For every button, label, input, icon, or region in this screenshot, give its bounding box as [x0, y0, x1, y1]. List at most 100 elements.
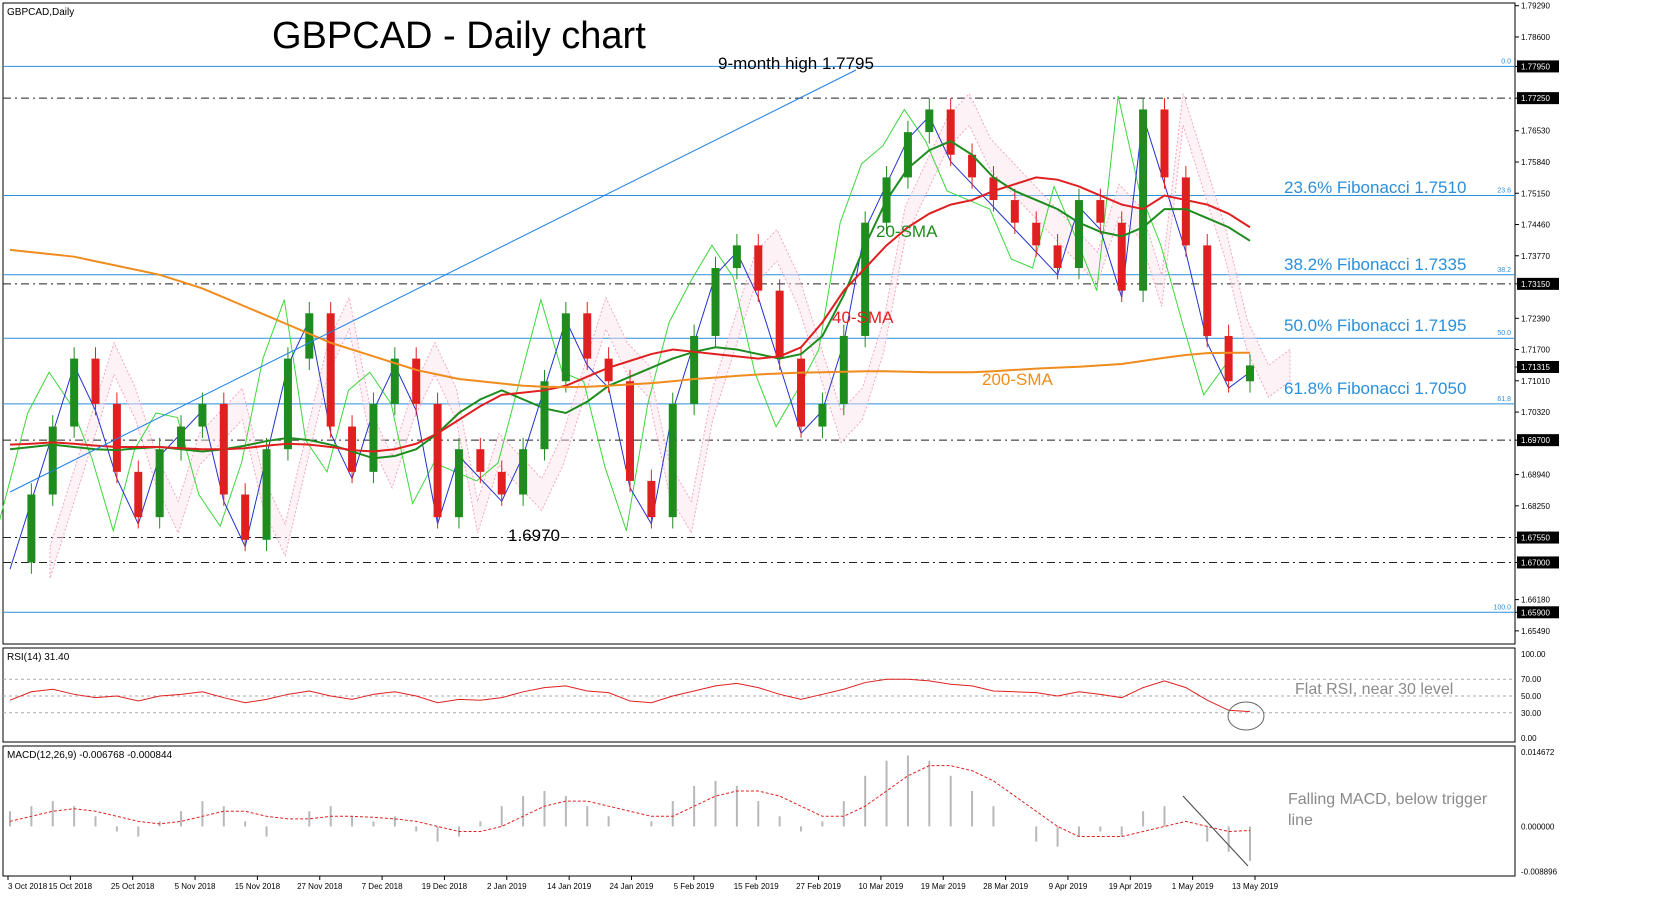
- candle-body: [134, 471, 143, 518]
- candle-body: [1224, 335, 1233, 382]
- candle-body: [177, 426, 186, 450]
- price-tick-label: 1.71315: [1521, 363, 1550, 372]
- x-tick-label: 2 Jan 2019: [487, 882, 527, 891]
- candle-body: [818, 403, 827, 427]
- rsi-tick-label: 100.00: [1521, 650, 1546, 659]
- fib-382-label: 38.2% Fibonacci 1.7335: [1284, 255, 1466, 274]
- candle-body: [968, 154, 977, 178]
- x-tick-label: 24 Jan 2019: [609, 882, 654, 891]
- x-tick-label: 5 Feb 2019: [674, 882, 715, 891]
- candle-body: [454, 449, 463, 518]
- x-tick-label: 25 Oct 2018: [111, 882, 155, 891]
- x-tick-label: 19 Apr 2019: [1109, 882, 1153, 891]
- x-tick-label: 5 Nov 2018: [175, 882, 216, 891]
- candle-body: [198, 403, 207, 427]
- indicator-lines: [9, 140, 1251, 460]
- price-axis: 1.79290 1.78600 1.77950 1.77250 1.76530 1.758…: [1515, 2, 1559, 636]
- x-tick-label: 19 Mar 2019: [921, 882, 966, 891]
- candle-body: [497, 471, 506, 495]
- rsi-note: Flat RSI, near 30 level: [1295, 681, 1453, 698]
- candle-body: [519, 449, 528, 495]
- sma40-label: 40-SMA: [832, 308, 894, 327]
- lagging-span: [0, 95, 1226, 533]
- price-tick-label: 1.75840: [1521, 158, 1550, 167]
- x-tick-label: 14 Jan 2019: [547, 882, 592, 891]
- sma20-label: 20-SMA: [876, 222, 938, 241]
- series-line-200-sma: [9, 248, 1250, 389]
- candle-body: [412, 358, 421, 404]
- rsi-tick-label: 0.00: [1521, 734, 1537, 743]
- price-tick-label: 1.68250: [1521, 502, 1550, 511]
- price-label-highlight: [1517, 531, 1559, 544]
- macd-tick-label: 0.000000: [1521, 822, 1555, 831]
- x-tick-label: 15 Feb 2019: [734, 882, 779, 891]
- x-tick-label: 27 Nov 2018: [297, 882, 343, 891]
- candle-body: [604, 358, 613, 382]
- x-tick-label: 27 Feb 2019: [796, 882, 841, 891]
- price-tick-label: 1.78600: [1521, 33, 1550, 42]
- candle-body: [1203, 245, 1212, 336]
- price-tick-label: 1.65490: [1521, 627, 1550, 636]
- candle-body: [711, 268, 720, 336]
- candle-body: [946, 109, 955, 155]
- macd-panel: 0.014672 0.000000 -0.008896: [9, 748, 1558, 876]
- price-tick-label: 1.73770: [1521, 252, 1550, 261]
- price-label-highlight: [1517, 556, 1559, 569]
- macd-trendline: [1182, 795, 1249, 867]
- x-tick-label: 28 Mar 2019: [983, 882, 1028, 891]
- candle-body: [1053, 245, 1062, 269]
- price-tick-label: 1.76530: [1521, 127, 1550, 136]
- fib-618-label: 61.8% Fibonacci 1.7050: [1284, 379, 1466, 398]
- candle-body: [989, 177, 998, 201]
- price-tick-label: 1.79290: [1521, 2, 1550, 11]
- price-tick-label: 1.70320: [1521, 408, 1550, 417]
- annotation-high: 9-month high 1.7795: [718, 54, 874, 73]
- level-tag: 0.0: [1501, 58, 1511, 65]
- candle-body: [433, 403, 442, 518]
- price-label-highlight: [1517, 277, 1559, 290]
- candle-body: [27, 494, 36, 563]
- fib-236-label: 23.6% Fibonacci 1.7510: [1284, 178, 1466, 197]
- candle-body: [283, 358, 292, 450]
- candle-body: [326, 313, 335, 427]
- candle-body: [305, 313, 314, 359]
- candle-body: [1160, 109, 1169, 178]
- candle-body: [540, 381, 549, 450]
- chart-title: GBPCAD - Daily chart: [272, 15, 646, 57]
- x-tick-label: 9 Apr 2019: [1049, 882, 1088, 891]
- candle-body: [262, 449, 271, 540]
- level-tag: 61.8: [1497, 396, 1511, 403]
- rsi-label: RSI(14) 31.40: [7, 652, 70, 663]
- candle-body: [732, 245, 741, 269]
- candle-body: [390, 358, 399, 404]
- x-tick-label: 15 Nov 2018: [235, 882, 281, 891]
- candle-body: [91, 358, 100, 404]
- candle-body: [839, 335, 848, 404]
- x-tick-label: 10 Mar 2019: [858, 882, 903, 891]
- level-tag: 38.2: [1497, 267, 1511, 274]
- candle-body: [1010, 200, 1019, 223]
- candle-body: [1117, 222, 1126, 291]
- price-label-highlight: [1517, 606, 1559, 619]
- level-tag: 100.0: [1493, 604, 1511, 611]
- candle-body: [476, 449, 485, 472]
- x-tick-label: 19 Dec 2018: [422, 882, 468, 891]
- price-tick-label: 1.74460: [1521, 221, 1550, 230]
- price-tick-label: 1.75150: [1521, 189, 1550, 198]
- price-tick-label: 1.73150: [1521, 280, 1550, 289]
- macd-note-1: Falling MACD, below trigger: [1288, 791, 1488, 808]
- price-label-highlight: [1517, 360, 1559, 373]
- rsi-line: [9, 678, 1251, 713]
- price-label-highlight: [1517, 92, 1559, 105]
- price-tick-label: 1.67550: [1521, 534, 1550, 543]
- candle-body: [70, 358, 79, 427]
- macd-tick-label: -0.008896: [1521, 867, 1558, 876]
- candle-body: [1074, 200, 1083, 269]
- candle-body: [754, 245, 763, 291]
- price-tick-label: 1.71010: [1521, 377, 1550, 386]
- candle-body: [1246, 365, 1254, 382]
- candle-body: [903, 132, 912, 178]
- candle-body: [155, 449, 164, 518]
- x-tick-label: 1 May 2019: [1172, 882, 1214, 891]
